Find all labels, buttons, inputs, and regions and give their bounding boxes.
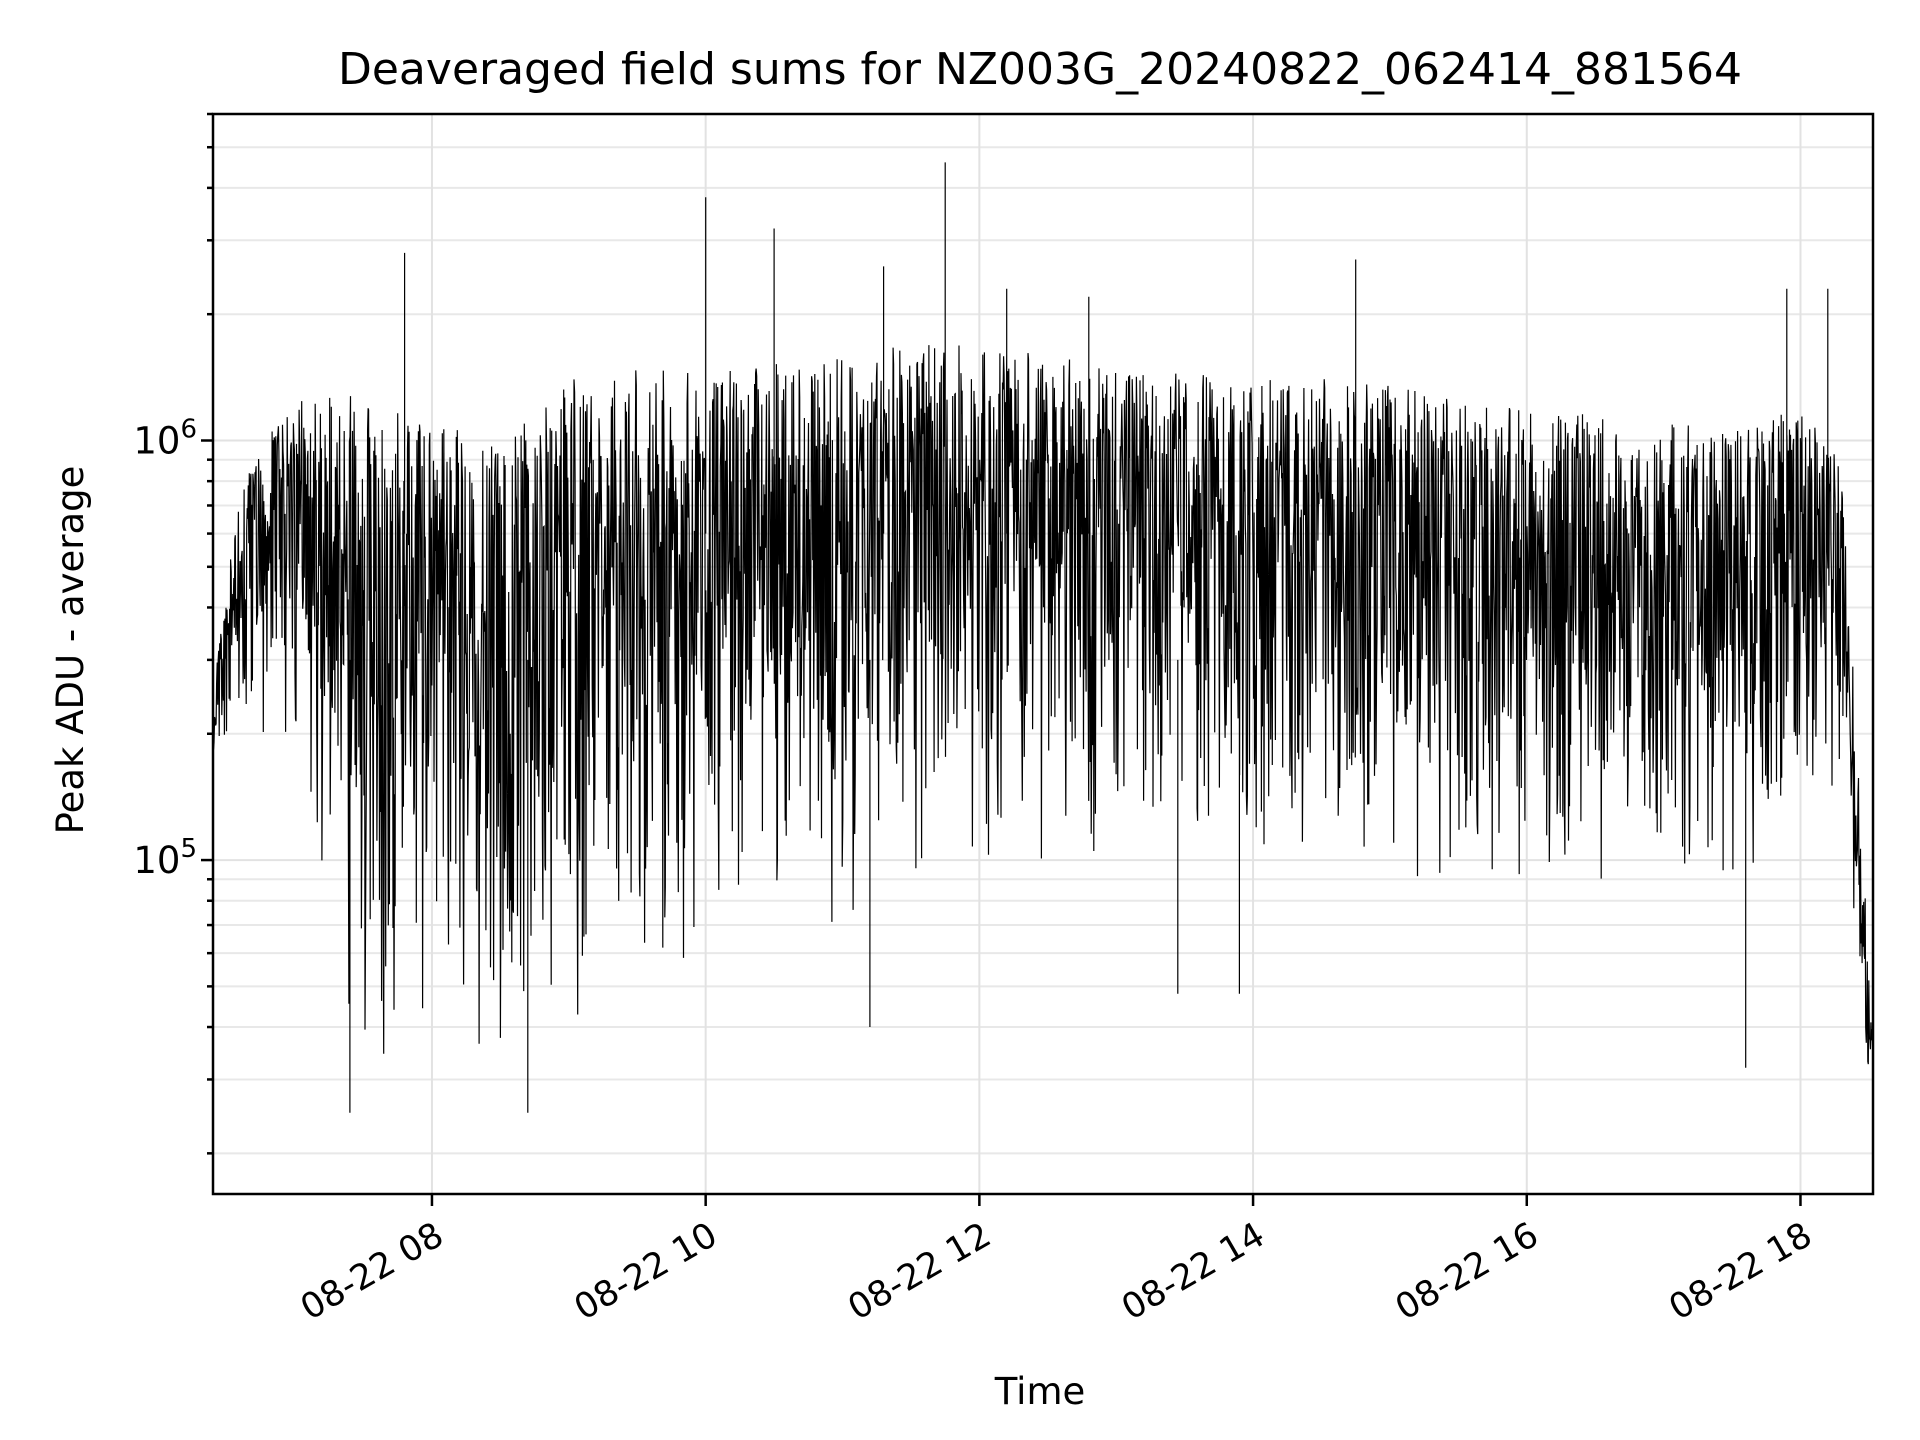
y-tick-label: 106 [133, 414, 197, 462]
y-tick-label: 105 [133, 834, 197, 882]
series-line [213, 162, 1873, 1113]
y-axis-label: Peak ADU - average [49, 466, 92, 835]
plot-frame [211, 112, 1875, 1196]
plot-area [213, 162, 1873, 1113]
chart-title: Deaveraged field sums for NZ003G_2024082… [338, 44, 1742, 95]
x-axis-label: Time [994, 1370, 1086, 1413]
y-axis: 105 106 [133, 112, 213, 1155]
